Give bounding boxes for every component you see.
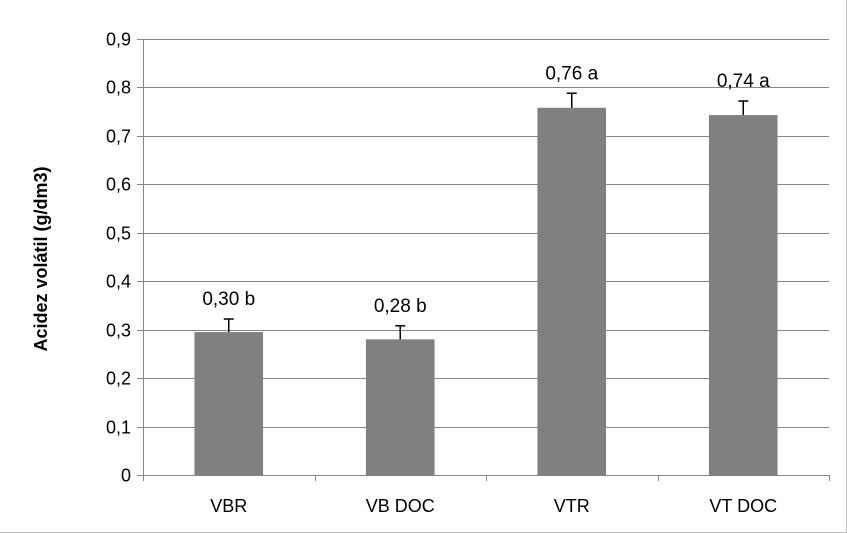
x-category-label: VBR bbox=[210, 496, 247, 516]
y-tick-label: 0,4 bbox=[106, 272, 131, 292]
bar-data-label: 0,76 a bbox=[545, 63, 598, 84]
bar bbox=[537, 107, 607, 476]
y-tick-labels: 0 0,1 0,2 0,3 0,4 0,5 0,6 0,7 0,8 0,9 bbox=[106, 30, 131, 486]
y-tick-label: 0,9 bbox=[106, 30, 131, 50]
bar-data-label: 0,28 b bbox=[374, 296, 427, 317]
data-labels: 0,30 b 0,28 b 0,76 a 0,74 a bbox=[202, 63, 770, 317]
error-bars bbox=[223, 92, 749, 340]
bar bbox=[365, 339, 435, 475]
bars bbox=[194, 107, 778, 476]
x-category-labels: VBR VB DOC VTR VT DOC bbox=[210, 496, 777, 516]
x-category-label: VB DOC bbox=[366, 496, 435, 516]
y-tick-label: 0 bbox=[121, 466, 131, 486]
x-category-label: VT DOC bbox=[709, 496, 777, 516]
bar bbox=[708, 115, 778, 476]
y-tick-label: 0,6 bbox=[106, 175, 131, 195]
bar-data-label: 0,30 b bbox=[202, 289, 255, 310]
y-tick-label: 0,7 bbox=[106, 127, 131, 147]
y-tick-label: 0,5 bbox=[106, 224, 131, 244]
bar bbox=[194, 332, 264, 475]
axes bbox=[137, 39, 830, 481]
y-tick-label: 0,8 bbox=[106, 78, 131, 98]
y-tick-label: 0,2 bbox=[106, 369, 131, 389]
y-tick-label: 0,1 bbox=[106, 418, 131, 438]
y-tick-label: 0,3 bbox=[106, 321, 131, 341]
y-axis-title: Acidez volátil (g/dm3) bbox=[31, 166, 51, 351]
x-category-label: VTR bbox=[554, 496, 590, 516]
bar-data-label: 0,74 a bbox=[717, 71, 770, 92]
